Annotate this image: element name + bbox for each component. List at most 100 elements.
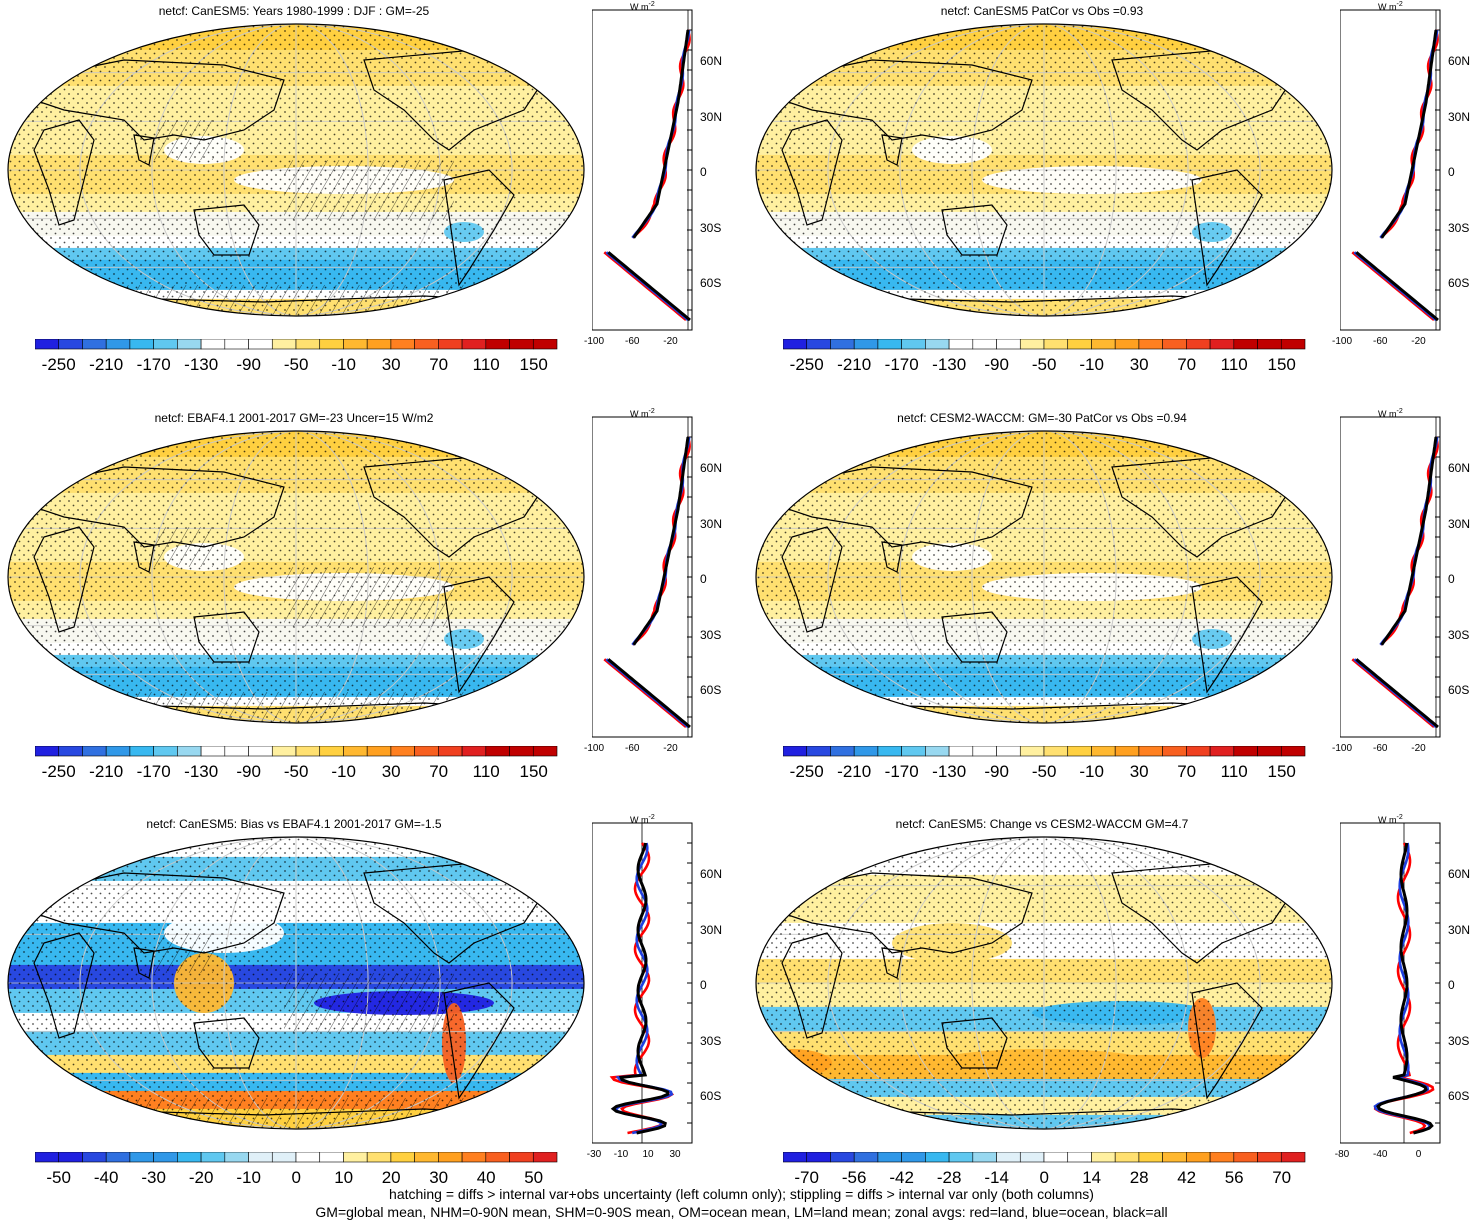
colorbar-tick-label: 30 [1129,355,1149,374]
global-map [755,836,1333,1130]
colorbar-swatch [1186,1152,1211,1163]
colorbar-swatch [532,1152,558,1163]
colorbar-swatch [1114,746,1140,757]
zonal-lat-label: 30N [700,922,723,937]
colorbar-swatch [105,339,131,350]
colorbar-swatch [1162,746,1187,757]
zonal-lat-label: 30S [700,1033,722,1048]
zonal-lat-label: 60S [700,1089,722,1103]
colorbar-tick-label: -28 [936,1168,962,1187]
colorbar-swatch [1162,1152,1187,1163]
colorbar-swatch [200,339,226,350]
zonal-x-tick-label: -10 [613,1149,629,1160]
colorbar-swatch [1114,339,1140,350]
colorbar-tick-label: 42 [1177,1168,1197,1187]
zonal-lat-label: 30N [700,516,723,531]
colorbar-swatch [1257,1152,1282,1163]
colorbar-swatch [366,1152,392,1163]
colorbar-swatch [414,746,439,757]
colorbar-tick-label: -170 [884,762,919,781]
colorbar-swatch [925,746,950,757]
colorbar-swatch [438,339,463,350]
colorbar-swatch [509,746,534,757]
colorbar [35,746,558,757]
zonal-lat-label: 60N [1448,54,1471,68]
colorbar-swatch [390,339,415,350]
colorbar-swatch [948,339,974,350]
colorbar-swatch [1091,746,1116,757]
zonal-lat-label: 30S [700,220,722,235]
colorbar-swatch [461,1152,487,1163]
global-map [755,430,1333,724]
colorbar-swatch [366,339,392,350]
colorbar-swatch [177,1152,202,1163]
colorbar-tick-label: -130 [184,355,219,374]
colorbar-swatch [972,746,997,757]
zonal-mean-curve [610,842,670,1135]
colorbar-swatch [1233,339,1258,350]
zonal-unit-label: W m-2 [1378,408,1403,419]
colorbar-tick-label: 70 [1177,762,1197,781]
colorbar-tick-label: -210 [837,355,872,374]
colorbar-tick-label: -250 [789,355,824,374]
colorbar-swatch [58,339,83,350]
colorbar-swatch [343,339,368,350]
colorbar-swatch [35,1152,60,1163]
colorbar-tick-label: 70 [1272,1168,1292,1187]
map-field [8,431,584,723]
colorbar [35,1152,558,1163]
zonal-lat-label: 60N [700,461,723,475]
colorbar-swatch [1043,339,1069,350]
zonal-lat-label: 60S [1448,1089,1470,1103]
zonal-x-tick-label: -40 [1373,1149,1388,1160]
colorbar-swatch [783,339,808,350]
zonal-lat-label: 60N [1448,461,1471,475]
colorbar-tick-label: -90 [236,355,261,374]
colorbar-swatch [830,1152,855,1163]
zonal-x-tick-label: -80 [1334,1149,1350,1160]
zonal-x-tick-label: 10 [642,1149,654,1160]
map-title: netcf: EBAF4.1 2001-2017 GM=-23 Uncer=15… [154,411,434,425]
colorbar-swatch [806,339,831,350]
global-map [7,836,585,1130]
zonal-lat-label: 30N [1448,516,1471,531]
colorbar-swatch [1091,1152,1116,1163]
colorbar-swatch [461,339,487,350]
zonal-x-tick-label: 0 [1415,1149,1422,1160]
colorbar-tick-label: -130 [932,355,967,374]
zonal-x-tick-label: -20 [663,743,678,754]
colorbar-swatch [1019,1152,1045,1163]
global-map [7,430,585,724]
colorbar-swatch [509,1152,534,1163]
zonal-mean-curve [1351,29,1439,322]
zonal-unit-label: W m-2 [1378,1,1403,12]
zonal-lat-label: 30N [1448,109,1471,124]
colorbar-swatch [224,746,249,757]
colorbar-swatch [830,746,855,757]
zonal-x-tick-label: -100 [1331,743,1353,754]
colorbar-swatch [319,339,344,350]
colorbar-swatch [319,1152,344,1163]
colorbar-swatch [1162,339,1187,350]
zonal-lat-label: 0 [1448,165,1455,179]
colorbar-swatch [1019,339,1045,350]
colorbar-tick-label: -170 [136,355,171,374]
colorbar-tick-label: 28 [1129,1168,1149,1187]
colorbar-tick-label: -50 [283,762,309,781]
colorbar-tick-label: 150 [519,355,548,374]
colorbar [783,339,1306,350]
zonal-lat-label: 60S [1448,683,1470,697]
colorbar-swatch [1209,339,1235,350]
colorbar-swatch [1280,1152,1306,1163]
colorbar-swatch [224,339,249,350]
colorbar-swatch [82,339,107,350]
colorbar-swatch [35,339,60,350]
colorbar-swatch [414,339,439,350]
colorbar-tick-label: -10 [236,1168,261,1187]
colorbar-swatch [319,746,344,757]
colorbar-swatch [295,1152,321,1163]
colorbar-tick-label: 40 [476,1168,496,1187]
colorbar-swatch [248,746,273,757]
colorbar-swatch [901,746,926,757]
footer-line-2: GM=global mean, NHM=0-90N mean, SHM=0-90… [315,1204,1168,1220]
